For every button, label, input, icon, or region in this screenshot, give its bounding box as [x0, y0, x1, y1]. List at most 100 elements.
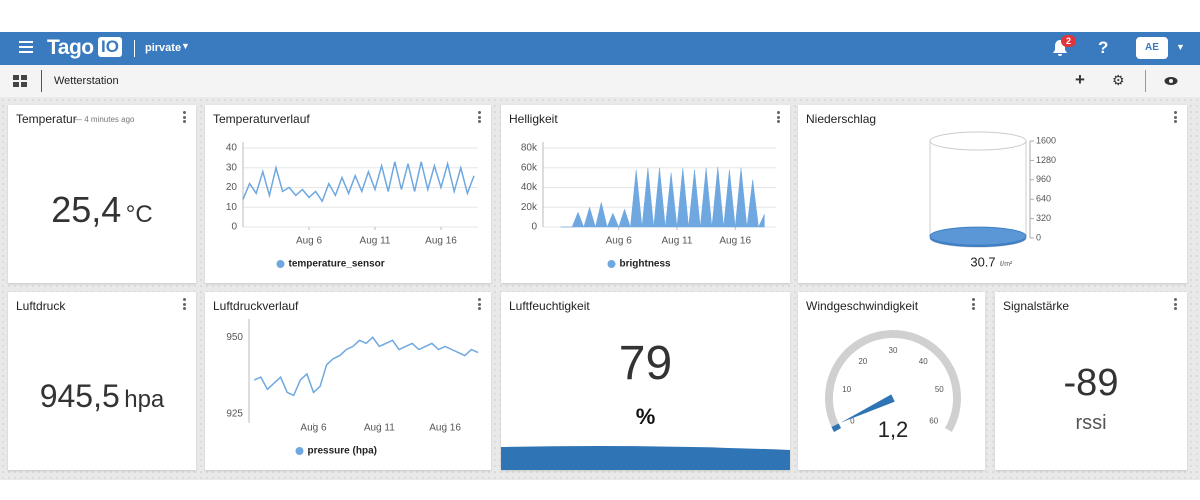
legend-marker	[276, 260, 285, 268]
y-tick-label: 60k	[521, 162, 538, 173]
scale-label: 1280	[1036, 155, 1056, 165]
y-tick-label: 40k	[521, 182, 538, 193]
account-selector[interactable]: pirvate	[145, 42, 182, 54]
widget: Temperatur — 4 minutes ago 25,4 °C	[8, 105, 196, 283]
unit: hpa	[124, 386, 165, 413]
dashboard-title: Wetterstation	[54, 75, 119, 87]
x-tick-label: Aug 16	[425, 236, 457, 247]
value: 945,5	[39, 378, 120, 414]
y-tick-label: 40	[226, 143, 238, 154]
x-tick-label: Aug 11	[364, 423, 395, 434]
unit: rssi	[1075, 412, 1107, 434]
value: 79	[618, 337, 673, 390]
gauge-tick-label: 50	[935, 385, 944, 394]
widget-title: Signalstärke	[1003, 299, 1070, 313]
widget-menu[interactable]	[972, 298, 975, 312]
divider	[134, 40, 135, 57]
value: -89	[1063, 362, 1119, 404]
widget-title: Luftfeuchtigkeit	[509, 299, 590, 313]
help-button[interactable]: ?	[1098, 38, 1109, 57]
x-tick-label: Aug 6	[300, 423, 327, 434]
unit: %	[635, 404, 656, 429]
value: 25,4	[51, 189, 122, 230]
gauge-tick-label: 20	[858, 357, 867, 366]
widget: Temperaturverlauf	[205, 105, 491, 283]
widget-menu[interactable]	[1174, 298, 1177, 312]
dashboards-icon[interactable]	[13, 75, 27, 87]
widget: Luftdruckverlauf	[205, 292, 491, 470]
settings-button[interactable]: ⚙	[1112, 72, 1125, 88]
line	[242, 160, 475, 203]
scale-label: 0	[1036, 232, 1041, 242]
menu-button[interactable]	[19, 41, 33, 53]
cylinder-top	[929, 131, 1027, 151]
gauge-fill	[831, 423, 842, 432]
x-tick-label: Aug 16	[429, 423, 461, 434]
x-tick-label: Aug 6	[296, 236, 323, 247]
y-tick-label: 30	[226, 162, 238, 173]
scale-label: 1600	[1036, 135, 1056, 145]
gauge-tick-label: 40	[919, 357, 928, 366]
widget-menu[interactable]	[777, 111, 780, 125]
x-tick-label: Aug 11	[661, 236, 692, 247]
scale-label: 320	[1036, 213, 1051, 223]
widget-title: Niederschlag	[806, 112, 877, 126]
widget: Luftdruck 945,5 hpa	[8, 292, 196, 470]
gauge-value: 1,2	[878, 417, 909, 442]
y-tick-label: 10	[226, 202, 238, 213]
area	[560, 166, 765, 228]
user-dropdown[interactable]: ▼	[1176, 42, 1185, 52]
widget-title: Helligkeit	[509, 112, 558, 126]
divider	[41, 70, 42, 92]
unit-label: ℓ/m²	[999, 261, 1013, 268]
scale-label: 960	[1036, 174, 1051, 184]
scale-label: 640	[1036, 194, 1051, 204]
widget-menu[interactable]	[478, 298, 481, 312]
gauge-tick-label: 10	[842, 385, 851, 394]
widget-menu[interactable]	[183, 111, 186, 125]
gauge-track	[825, 330, 961, 432]
widget-title: Luftdruck	[16, 299, 66, 313]
x-tick-label: Aug 6	[606, 236, 633, 247]
add-button[interactable]: +	[1075, 70, 1085, 89]
user-avatar[interactable]: AE	[1136, 37, 1168, 59]
logo[interactable]: Tago	[47, 36, 94, 59]
x-tick-label: Aug 11	[360, 236, 391, 247]
y-tick-label: 20	[226, 182, 238, 193]
logo-badge: IO	[98, 37, 122, 57]
gauge-needle	[840, 394, 895, 423]
top-bar: Tago IO pirvate ▼ 2 ? AE ▼	[0, 32, 1200, 65]
notification-badge: 2	[1061, 35, 1077, 47]
unit: °C	[125, 201, 153, 228]
divider	[1145, 70, 1146, 92]
view-button[interactable]	[1164, 76, 1178, 86]
widget-title: Windgeschwindigkeit	[806, 299, 919, 313]
gauge-tick-label: 60	[929, 417, 938, 426]
fill-wave	[501, 446, 790, 470]
legend-label: pressure (hpa)	[308, 446, 377, 457]
y-tick-label: 80k	[521, 143, 538, 154]
legend-label: brightness	[620, 259, 672, 270]
widget-menu[interactable]	[478, 111, 481, 125]
legend-marker	[607, 260, 616, 268]
dropdown-arrow[interactable]: ▼	[181, 41, 190, 51]
cylinder-level	[929, 226, 1027, 246]
y-tick-label: 0	[231, 222, 237, 233]
widget-title: Temperaturverlauf	[213, 112, 310, 126]
widget-menu[interactable]	[183, 298, 186, 312]
legend-marker	[295, 447, 304, 455]
line	[253, 336, 479, 397]
y-tick-label: 20k	[521, 202, 538, 213]
gauge-tick-label: 30	[889, 346, 898, 355]
widget-title: Temperatur	[16, 112, 77, 126]
legend-label: temperature_sensor	[289, 259, 385, 270]
gauge-tick-label: 0	[850, 417, 855, 426]
value-label: 30.7	[970, 254, 995, 269]
widget-menu[interactable]	[1174, 111, 1177, 125]
widget-time: — 4 minutes ago	[74, 115, 135, 124]
toolbar: Wetterstation + ⚙	[0, 65, 1200, 98]
widget-title: Luftdruckverlauf	[213, 299, 299, 313]
y-tick-label: 0	[531, 222, 537, 233]
